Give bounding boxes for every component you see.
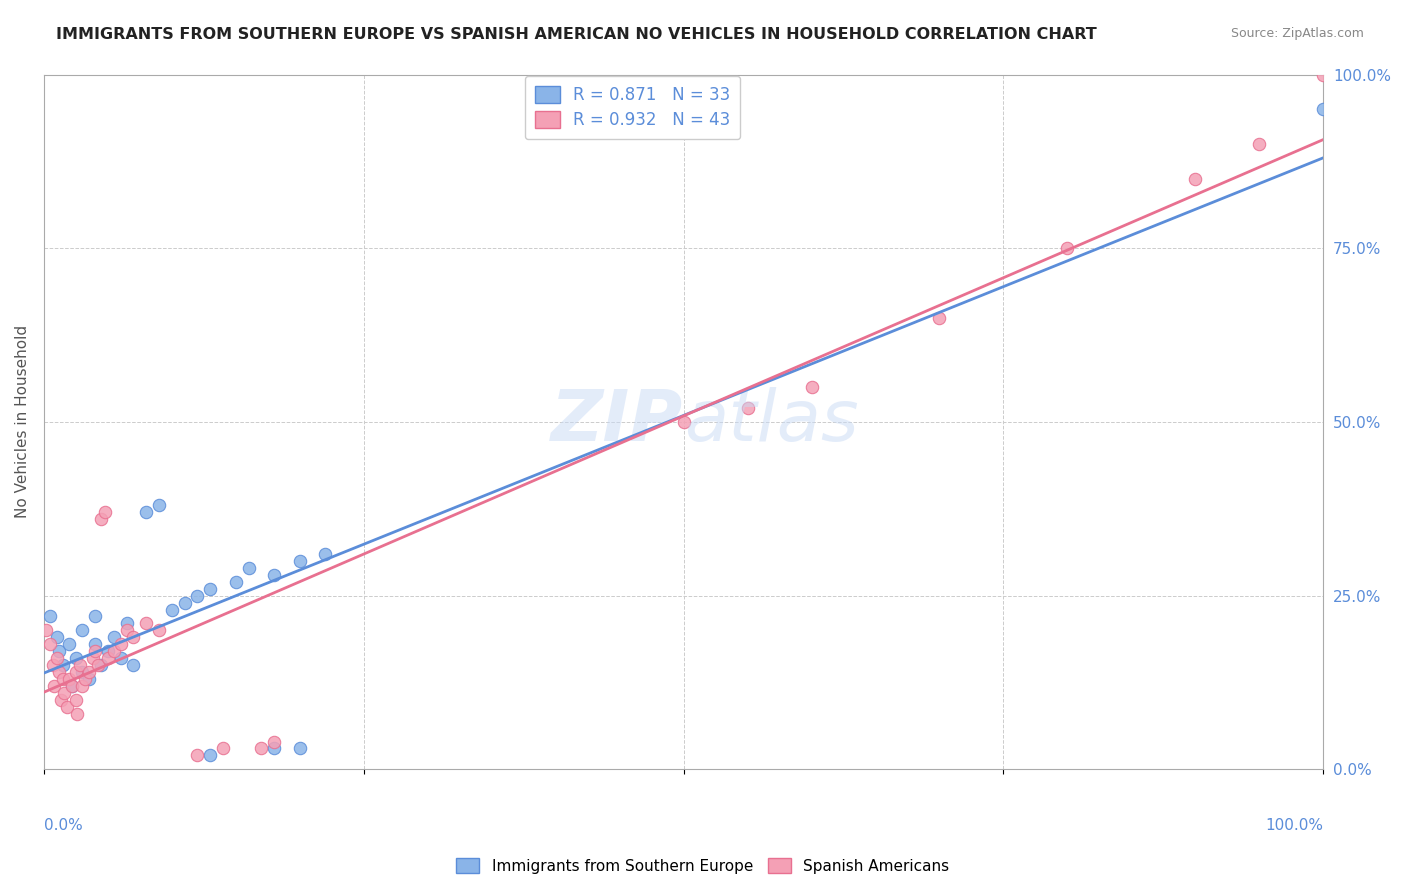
Point — [928, 310, 950, 325]
Point — [288, 741, 311, 756]
Point — [186, 748, 208, 763]
Point — [122, 630, 145, 644]
Point — [90, 512, 112, 526]
Point — [186, 589, 208, 603]
Point — [173, 596, 195, 610]
Text: atlas: atlas — [683, 387, 858, 457]
Y-axis label: No Vehicles in Household: No Vehicles in Household — [15, 326, 30, 518]
Point — [135, 505, 157, 519]
Text: 100.0%: 100.0% — [1265, 818, 1323, 833]
Point — [110, 637, 132, 651]
Point — [148, 498, 170, 512]
Text: Source: ZipAtlas.com: Source: ZipAtlas.com — [1230, 27, 1364, 40]
Point — [800, 380, 823, 394]
Point — [65, 665, 87, 679]
Point — [672, 415, 695, 429]
Point — [84, 637, 107, 651]
Point — [82, 651, 104, 665]
Point — [115, 624, 138, 638]
Point — [86, 658, 108, 673]
Point — [84, 609, 107, 624]
Point — [58, 672, 80, 686]
Point — [200, 582, 222, 596]
Point — [45, 651, 67, 665]
Point — [250, 741, 273, 756]
Legend: Immigrants from Southern Europe, Spanish Americans: Immigrants from Southern Europe, Spanish… — [450, 852, 956, 880]
Point — [39, 609, 62, 624]
Point — [53, 686, 76, 700]
Point — [72, 665, 94, 679]
Text: 0.0%: 0.0% — [44, 818, 83, 833]
Point — [77, 665, 100, 679]
Point — [110, 651, 132, 665]
Point — [72, 624, 94, 638]
Point — [84, 644, 107, 658]
Point — [35, 624, 58, 638]
Point — [49, 693, 72, 707]
Point — [200, 748, 222, 763]
Point — [103, 644, 125, 658]
Point — [77, 672, 100, 686]
Point — [1312, 102, 1334, 116]
Point — [97, 651, 120, 665]
Point — [314, 547, 336, 561]
Point — [65, 651, 87, 665]
Point — [94, 505, 117, 519]
Point — [238, 561, 260, 575]
Point — [60, 679, 83, 693]
Point — [122, 658, 145, 673]
Point — [1312, 68, 1334, 82]
Point — [66, 706, 89, 721]
Point — [148, 624, 170, 638]
Point — [90, 658, 112, 673]
Point — [263, 567, 285, 582]
Point — [58, 637, 80, 651]
Point — [737, 401, 759, 415]
Point — [160, 602, 183, 616]
Point — [65, 693, 87, 707]
Point — [60, 679, 83, 693]
Point — [1184, 171, 1206, 186]
Point — [52, 672, 75, 686]
Point — [52, 658, 75, 673]
Point — [97, 644, 120, 658]
Point — [263, 741, 285, 756]
Text: ZIP: ZIP — [551, 387, 683, 457]
Point — [42, 658, 65, 673]
Point — [48, 644, 70, 658]
Point — [103, 630, 125, 644]
Point — [288, 554, 311, 568]
Point — [225, 574, 247, 589]
Point — [115, 616, 138, 631]
Point — [73, 672, 96, 686]
Point — [1249, 136, 1271, 151]
Point — [56, 699, 79, 714]
Point — [72, 679, 94, 693]
Point — [135, 616, 157, 631]
Text: IMMIGRANTS FROM SOUTHERN EUROPE VS SPANISH AMERICAN NO VEHICLES IN HOUSEHOLD COR: IMMIGRANTS FROM SOUTHERN EUROPE VS SPANI… — [56, 27, 1097, 42]
Point — [42, 679, 65, 693]
Point — [69, 658, 91, 673]
Point — [48, 665, 70, 679]
Point — [212, 741, 235, 756]
Point — [39, 637, 62, 651]
Point — [1056, 241, 1078, 255]
Point — [263, 734, 285, 748]
Legend: R = 0.871   N = 33, R = 0.932   N = 43: R = 0.871 N = 33, R = 0.932 N = 43 — [524, 76, 740, 139]
Point — [45, 630, 67, 644]
